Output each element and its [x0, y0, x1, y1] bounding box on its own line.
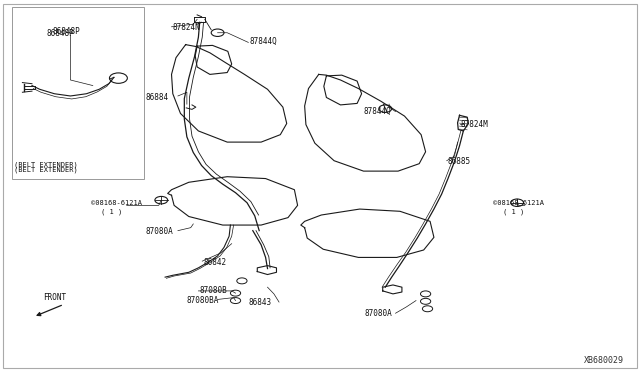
Text: 86885: 86885 — [448, 157, 471, 166]
Text: 86848P: 86848P — [46, 29, 74, 38]
Text: FRONT: FRONT — [44, 293, 67, 302]
Text: 86843: 86843 — [248, 298, 271, 307]
Text: 87824M: 87824M — [461, 120, 488, 129]
Text: 87080A: 87080A — [146, 227, 173, 236]
Text: 87080BA: 87080BA — [187, 296, 220, 305]
Bar — [12, 7, 144, 179]
Text: 87844Q: 87844Q — [364, 107, 391, 116]
Text: XB680029: XB680029 — [584, 356, 624, 365]
Text: 87824N: 87824N — [173, 23, 200, 32]
Text: 86848P: 86848P — [52, 27, 80, 36]
Text: (BELT EXTENDER): (BELT EXTENDER) — [14, 162, 78, 168]
Text: 87080A: 87080A — [365, 309, 392, 318]
Text: (BELT EXTENDER): (BELT EXTENDER) — [14, 166, 78, 173]
Text: ©08168-6121A: ©08168-6121A — [91, 200, 142, 206]
Text: 86884: 86884 — [146, 93, 169, 102]
Text: ©08168-6121A: ©08168-6121A — [493, 200, 544, 206]
Text: ( 1 ): ( 1 ) — [503, 209, 524, 215]
Text: 87844Q: 87844Q — [250, 37, 277, 46]
Text: 87080B: 87080B — [200, 286, 227, 295]
Text: 86842: 86842 — [204, 258, 227, 267]
Text: ( 1 ): ( 1 ) — [101, 209, 122, 215]
